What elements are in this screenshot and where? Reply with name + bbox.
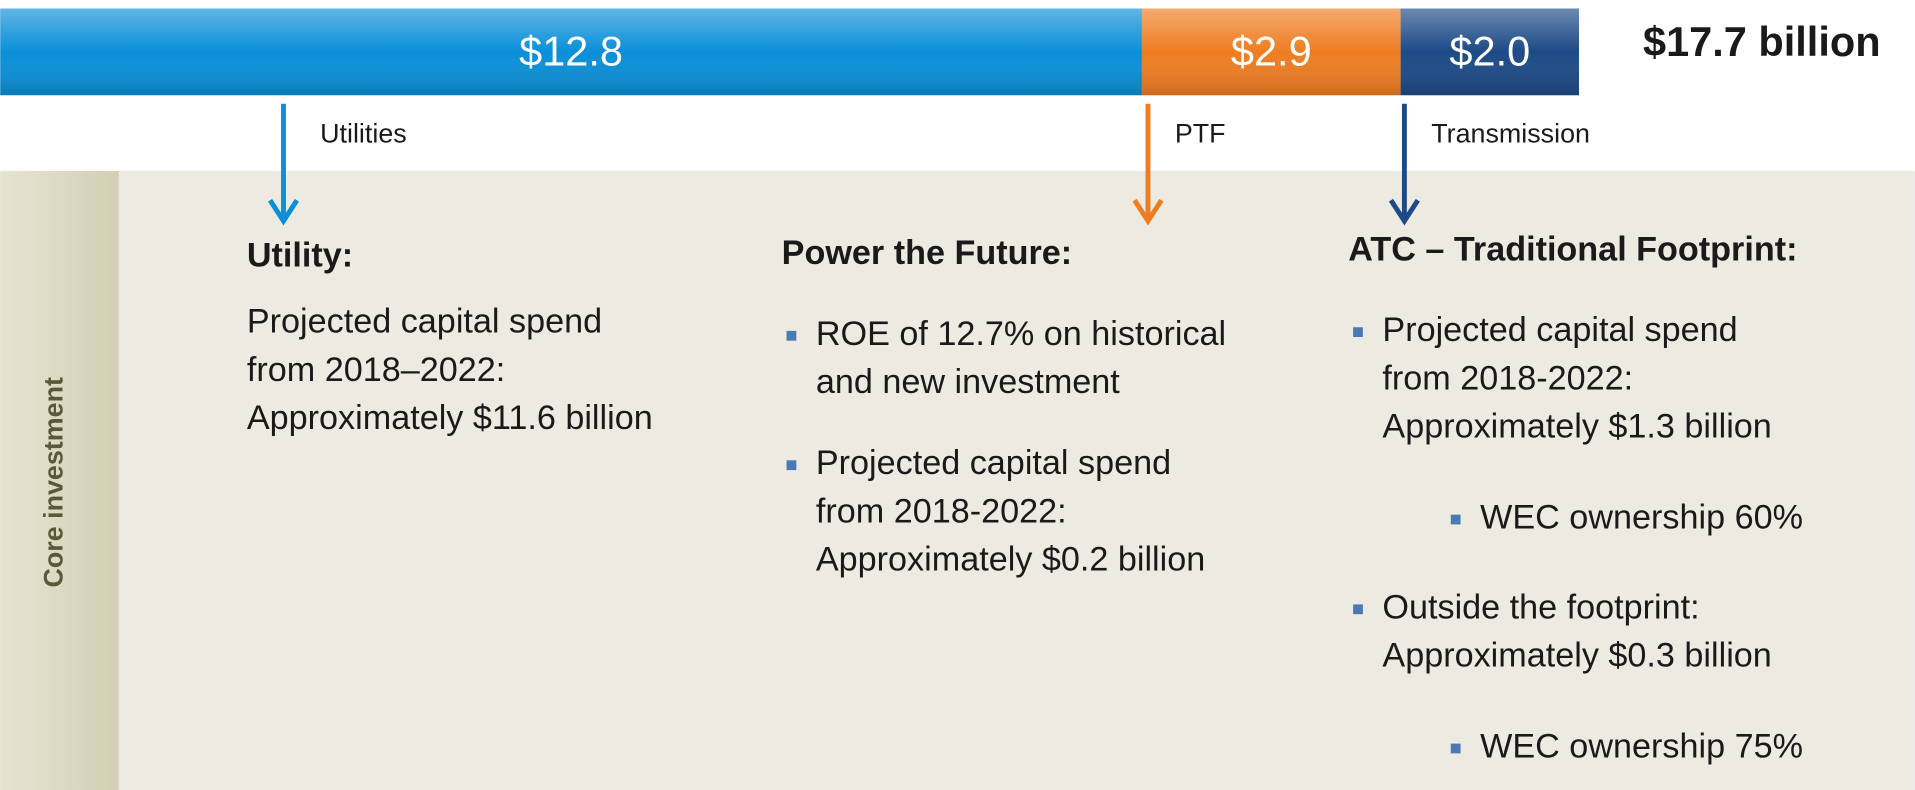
segment-label: PTF (1175, 119, 1226, 149)
arrow-head (1132, 198, 1164, 226)
arrow-head (268, 198, 299, 226)
total-label: $17.7 billion (1643, 18, 1881, 65)
body-text: Projected capital spend (247, 303, 602, 341)
body-text: WEC ownership 75% (1480, 728, 1803, 766)
arrow-head (1388, 198, 1420, 226)
bullet (1450, 514, 1461, 525)
body-text: WEC ownership 60% (1480, 499, 1803, 537)
bullet (1353, 604, 1363, 615)
body-text: Approximately $0.3 billion (1382, 637, 1771, 675)
body-text: from 2018-2022: (1382, 359, 1633, 397)
body-text: Projected capital spend (816, 444, 1171, 482)
bar-value-label: $2.0 (1449, 27, 1530, 74)
body-text: ROE of 12.7% on historical (816, 315, 1226, 353)
side-stripe (0, 170, 119, 790)
body-text: from 2018-2022: (816, 492, 1067, 530)
body-text: Approximately $1.3 billion (1382, 408, 1771, 446)
column-heading: ATC – Traditional Footprint: (1348, 231, 1797, 269)
segment-label: Transmission (1431, 119, 1590, 149)
column-heading: Utility: (247, 237, 353, 275)
panel (0, 170, 1915, 790)
bullet (1450, 743, 1461, 754)
bar-shine (1141, 8, 1401, 96)
bullet (786, 330, 797, 341)
body-text: Outside the footprint: (1382, 588, 1699, 626)
bar-shine (0, 8, 1142, 96)
side-label: Core investment (38, 377, 68, 588)
body-text: Approximately $0.2 billion (816, 541, 1205, 579)
bullet (1353, 327, 1363, 338)
body-text: Approximately $11.6 billion (247, 399, 653, 437)
bar-shine (1400, 8, 1579, 96)
column-heading: Power the Future: (782, 234, 1072, 272)
bar-value-label: $2.9 (1231, 27, 1312, 74)
bar-value-label: $12.8 (519, 27, 623, 74)
segment-label: Utilities (320, 119, 407, 149)
bullet (786, 460, 797, 471)
body-text: and new investment (816, 363, 1120, 401)
body-text: Projected capital spend (1382, 311, 1737, 349)
body-text: from 2018–2022: (247, 351, 505, 389)
